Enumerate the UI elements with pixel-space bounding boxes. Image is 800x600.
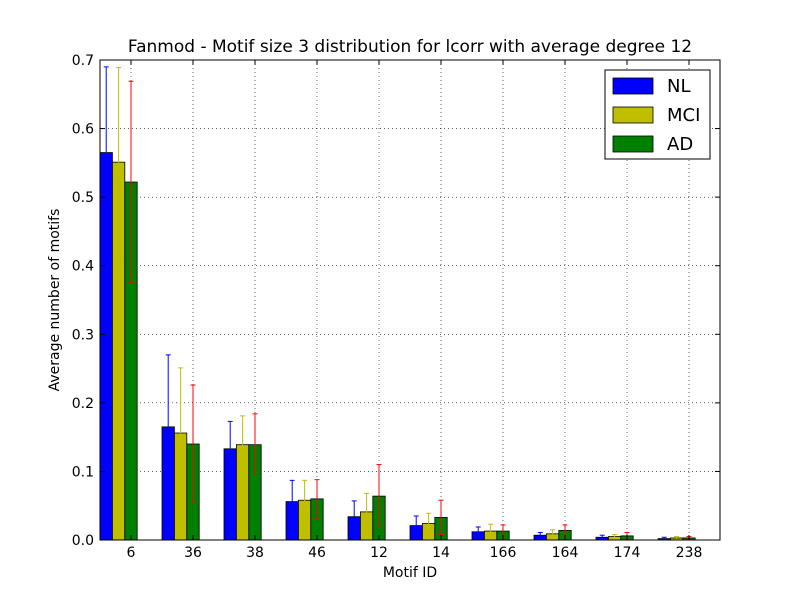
legend-swatch-ad [612, 135, 654, 153]
x-tick-label: 6 [127, 545, 136, 561]
x-tick-label: 174 [614, 545, 641, 561]
y-tick-label: 0.0 [72, 533, 94, 549]
y-tick-label: 0.1 [72, 464, 94, 480]
x-tick-label: 166 [490, 545, 517, 561]
y-tick-label: 0.4 [72, 259, 94, 275]
legend: NL MCI AD [604, 69, 711, 160]
y-tick-label: 0.6 [72, 122, 94, 138]
y-tick-label: 0.3 [72, 327, 94, 343]
x-tick-label: 46 [308, 545, 326, 561]
chart-title: Fanmod - Motif size 3 distribution for l… [128, 37, 692, 57]
x-axis-title: Motif ID [383, 565, 437, 581]
ticks: 0.0 0.1 0.2 0.3 0.4 0.5 0.6 0.7 6 36 38 46 12 14 166 16… [72, 53, 720, 561]
x-tick-label: 36 [184, 545, 202, 561]
legend-label-mci: MCI [667, 105, 700, 126]
y-axis-title: Average number of motifs [47, 209, 63, 392]
y-tick-label: 0.2 [72, 396, 94, 412]
x-tick-label: 14 [432, 545, 450, 561]
legend-swatch-mci [612, 106, 654, 124]
plot-frame [99, 59, 721, 541]
legend-swatch-nl [612, 77, 654, 95]
y-tick-label: 0.5 [72, 190, 94, 206]
legend-label-nl: NL [667, 76, 691, 97]
x-tick-label: 164 [552, 545, 579, 561]
x-tick-label: 12 [370, 545, 388, 561]
x-tick-label: 38 [246, 545, 264, 561]
y-tick-label: 0.7 [72, 53, 94, 69]
x-tick-label: 238 [676, 545, 703, 561]
error-bars [103, 66, 692, 541]
legend-label-ad: AD [667, 134, 693, 155]
